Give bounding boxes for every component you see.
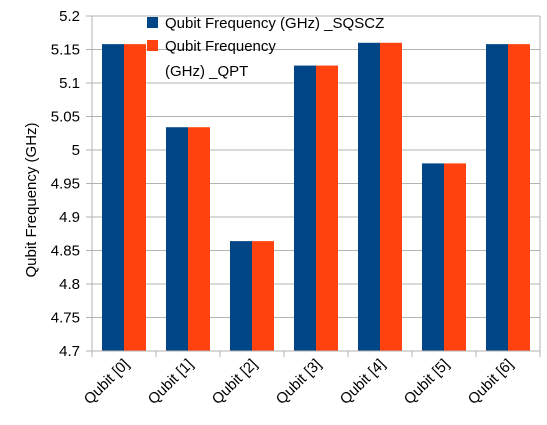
bar-sqscz bbox=[166, 127, 188, 351]
y-tick-label: 4.75 bbox=[51, 310, 80, 327]
y-tick-label: 4.7 bbox=[59, 343, 80, 360]
legend-swatch-1 bbox=[147, 40, 158, 51]
y-tick-label: 4.9 bbox=[59, 209, 80, 226]
legend: Qubit Frequency (GHz) _SQSCZ Qubit Freque… bbox=[147, 15, 384, 80]
bar-qpt bbox=[252, 241, 274, 351]
bar-sqscz bbox=[294, 65, 316, 351]
y-tick-label: 4.95 bbox=[51, 176, 80, 193]
bar-sqscz bbox=[230, 241, 252, 351]
axes bbox=[91, 16, 541, 352]
bar-qpt bbox=[316, 65, 338, 351]
y-tick-label: 4.85 bbox=[51, 243, 80, 260]
legend-label: (GHz) _QPT bbox=[165, 63, 248, 80]
bar-sqscz bbox=[422, 163, 444, 351]
y-tick-label: 4.8 bbox=[59, 276, 80, 293]
bar-sqscz bbox=[358, 42, 380, 352]
legend-label: Qubit Frequency bbox=[165, 38, 276, 55]
y-axis-title: Qubit Frequency (GHz) bbox=[23, 122, 40, 277]
bars bbox=[102, 42, 530, 352]
y-tick-labels: 4.7 4.75 4.8 4.85 4.9 4.95 5 5.05 5.1 5.15 5.2 bbox=[51, 8, 80, 360]
bar-sqscz bbox=[102, 44, 124, 351]
y-tick-label: 5.15 bbox=[51, 42, 80, 59]
bar-qpt bbox=[508, 44, 530, 351]
y-tick-label: 5 bbox=[72, 142, 80, 159]
legend-swatch-0 bbox=[147, 17, 158, 28]
legend-label: Qubit Frequency (GHz) _SQSCZ bbox=[165, 15, 384, 32]
bar-qpt bbox=[188, 127, 210, 351]
bar-qpt bbox=[444, 163, 466, 351]
y-tick-label: 5.1 bbox=[59, 75, 80, 92]
y-tick-label: 5.2 bbox=[59, 8, 80, 25]
bar-sqscz bbox=[486, 44, 508, 351]
bar-qpt bbox=[124, 44, 146, 351]
y-tick-label: 5.05 bbox=[51, 109, 80, 126]
bar-qpt bbox=[380, 42, 402, 352]
